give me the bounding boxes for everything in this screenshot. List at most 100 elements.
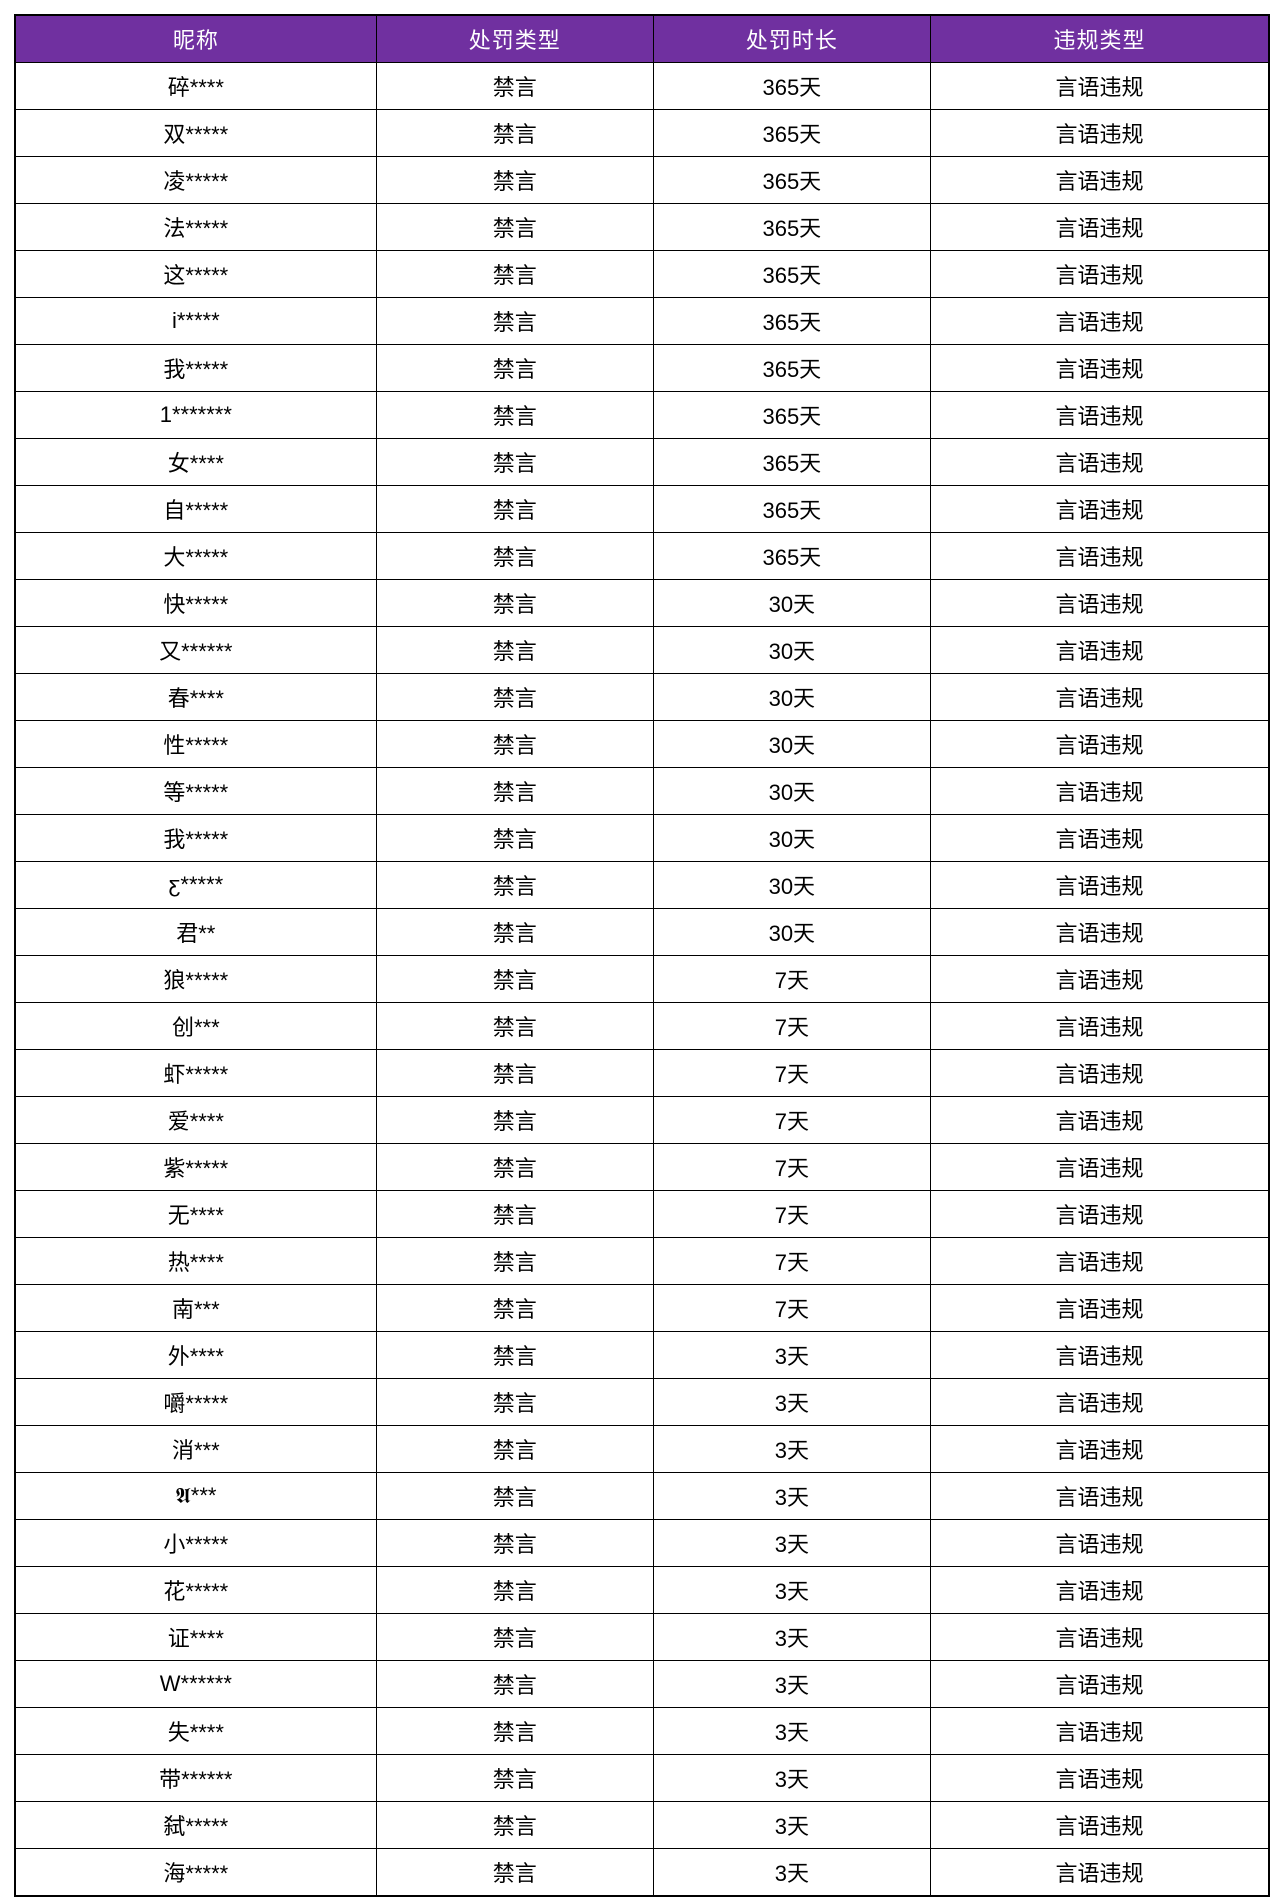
duration-cell: 3天 [652,1472,931,1520]
punish-type-cell: 禁言 [375,1237,654,1285]
punish-type-cell: 禁言 [375,62,654,110]
duration-cell: 7天 [652,1096,931,1144]
punish-type-cell: 禁言 [375,1754,654,1802]
punish-type-cell: 禁言 [375,1566,654,1614]
nickname-cell: 虾***** [14,1049,377,1097]
violation-cell: 言语违规 [929,1331,1270,1379]
punish-type-cell: 禁言 [375,767,654,815]
column-header-duration: 处罚时长 [652,14,931,63]
violation-cell: 言语违规 [929,1096,1270,1144]
duration-cell: 365天 [652,203,931,251]
table-header-row: 昵称 处罚类型 处罚时长 违规类型 [14,14,1270,63]
table-row: 自***** 禁言 365天 言语违规 [14,485,1270,533]
violation-cell: 言语违规 [929,1284,1270,1332]
table-row: 虾***** 禁言 7天 言语违规 [14,1049,1270,1097]
punish-type-cell: 禁言 [375,485,654,533]
punish-type-cell: 禁言 [375,1331,654,1379]
punish-type-cell: 禁言 [375,438,654,486]
table-row: 海***** 禁言 3天 言语违规 [14,1848,1270,1897]
duration-cell: 365天 [652,344,931,392]
nickname-cell: 1******* [14,391,377,439]
punish-type-cell: 禁言 [375,1425,654,1473]
table-row: 君** 禁言 30天 言语违规 [14,908,1270,956]
violation-cell: 言语违规 [929,391,1270,439]
duration-cell: 3天 [652,1566,931,1614]
table-row: 双***** 禁言 365天 言语违规 [14,109,1270,157]
nickname-cell: 我***** [14,344,377,392]
punishment-table: 昵称 处罚类型 处罚时长 违规类型 碎**** 禁言 365天 言语违规 双**… [14,14,1270,1897]
punish-type-cell: 禁言 [375,1096,654,1144]
nickname-cell: 狼***** [14,955,377,1003]
punish-type-cell: 禁言 [375,1472,654,1520]
duration-cell: 30天 [652,767,931,815]
nickname-cell: 自***** [14,485,377,533]
violation-cell: 言语违规 [929,1660,1270,1708]
punish-type-cell: 禁言 [375,156,654,204]
punish-type-cell: 禁言 [375,1519,654,1567]
duration-cell: 7天 [652,955,931,1003]
violation-cell: 言语违规 [929,626,1270,674]
table-row: 1******* 禁言 365天 言语违规 [14,391,1270,439]
nickname-cell: 等***** [14,767,377,815]
column-header-punish-type: 处罚类型 [375,14,654,63]
table-row: 𝕬*** 禁言 3天 言语违规 [14,1472,1270,1520]
duration-cell: 365天 [652,485,931,533]
punish-type-cell: 禁言 [375,250,654,298]
table-row: 弑***** 禁言 3天 言语违规 [14,1801,1270,1849]
violation-cell: 言语违规 [929,720,1270,768]
table-row: 热**** 禁言 7天 言语违规 [14,1237,1270,1285]
nickname-cell: 紫***** [14,1143,377,1191]
duration-cell: 365天 [652,62,931,110]
violation-cell: 言语违规 [929,1519,1270,1567]
violation-cell: 言语违规 [929,814,1270,862]
nickname-cell: 无**** [14,1190,377,1238]
table-row: 南*** 禁言 7天 言语违规 [14,1284,1270,1332]
column-header-nickname: 昵称 [14,14,377,63]
violation-cell: 言语违规 [929,1848,1270,1897]
violation-cell: 言语违规 [929,532,1270,580]
nickname-cell: 带****** [14,1754,377,1802]
duration-cell: 365天 [652,297,931,345]
table-row: 创*** 禁言 7天 言语违规 [14,1002,1270,1050]
duration-cell: 30天 [652,720,931,768]
punish-type-cell: 禁言 [375,532,654,580]
punish-type-cell: 禁言 [375,1190,654,1238]
nickname-cell: 热**** [14,1237,377,1285]
table-row: 大***** 禁言 365天 言语违规 [14,532,1270,580]
punish-type-cell: 禁言 [375,1660,654,1708]
nickname-cell: 爱**** [14,1096,377,1144]
duration-cell: 7天 [652,1143,931,1191]
violation-cell: 言语违规 [929,1378,1270,1426]
punish-type-cell: 禁言 [375,579,654,627]
duration-cell: 3天 [652,1378,931,1426]
table-row: 失**** 禁言 3天 言语违规 [14,1707,1270,1755]
nickname-cell: 君** [14,908,377,956]
table-row: 证**** 禁言 3天 言语违规 [14,1613,1270,1661]
punish-type-cell: 禁言 [375,1801,654,1849]
nickname-cell: 快***** [14,579,377,627]
duration-cell: 7天 [652,1284,931,1332]
table-row: 紫***** 禁言 7天 言语违规 [14,1143,1270,1191]
nickname-cell: i***** [14,297,377,345]
nickname-cell: 小***** [14,1519,377,1567]
violation-cell: 言语违规 [929,1425,1270,1473]
duration-cell: 7天 [652,1049,931,1097]
nickname-cell: 我***** [14,814,377,862]
table-row: 狼***** 禁言 7天 言语违规 [14,955,1270,1003]
punish-type-cell: 禁言 [375,1378,654,1426]
duration-cell: 3天 [652,1519,931,1567]
table-row: 等***** 禁言 30天 言语违规 [14,767,1270,815]
violation-cell: 言语违规 [929,673,1270,721]
nickname-cell: 女**** [14,438,377,486]
punish-type-cell: 禁言 [375,673,654,721]
duration-cell: 30天 [652,908,931,956]
violation-cell: 言语违规 [929,1801,1270,1849]
punish-type-cell: 禁言 [375,1848,654,1897]
table-row: 带****** 禁言 3天 言语违规 [14,1754,1270,1802]
punish-type-cell: 禁言 [375,1049,654,1097]
violation-cell: 言语违规 [929,1049,1270,1097]
column-header-violation: 违规类型 [929,14,1270,63]
violation-cell: 言语违规 [929,62,1270,110]
duration-cell: 30天 [652,579,931,627]
